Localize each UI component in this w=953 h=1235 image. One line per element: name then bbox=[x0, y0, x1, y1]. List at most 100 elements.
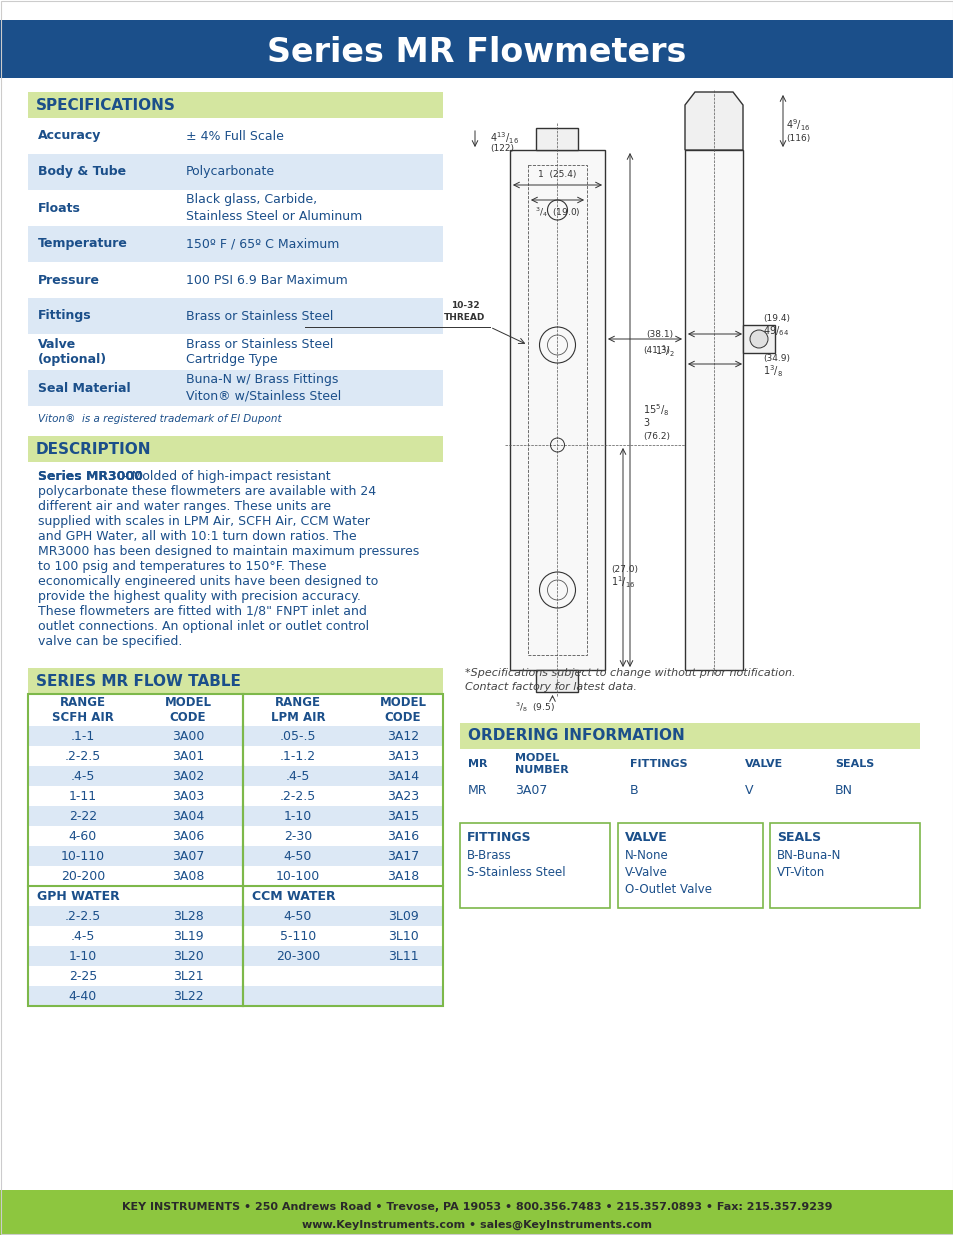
Bar bbox=[28, 91, 442, 119]
Text: 3L09: 3L09 bbox=[387, 909, 418, 923]
Text: 1$^1$/$_{16}$: 1$^1$/$_{16}$ bbox=[610, 574, 635, 590]
Bar bbox=[459, 748, 919, 779]
Text: 3A14: 3A14 bbox=[387, 769, 418, 783]
Text: (76.2): (76.2) bbox=[642, 431, 669, 441]
Text: 3A03: 3A03 bbox=[172, 789, 204, 803]
Text: 3L19: 3L19 bbox=[172, 930, 203, 942]
Text: KEY INSTRUMENTS • 250 Andrews Road • Trevose, PA 19053 • 800.356.7483 • 215.357.: KEY INSTRUMENTS • 250 Andrews Road • Tre… bbox=[122, 1202, 831, 1212]
Bar bbox=[28, 298, 442, 333]
Text: (116): (116) bbox=[785, 133, 809, 142]
Text: V-Valve: V-Valve bbox=[624, 866, 667, 879]
Polygon shape bbox=[684, 91, 742, 149]
Text: 4-50: 4-50 bbox=[283, 850, 312, 862]
Text: $^3$/$_4$  (19.0): $^3$/$_4$ (19.0) bbox=[534, 205, 579, 219]
Text: 3A13: 3A13 bbox=[387, 750, 418, 762]
Text: 49/$_{64}$: 49/$_{64}$ bbox=[762, 324, 788, 338]
Text: Seal Material: Seal Material bbox=[38, 382, 131, 394]
Text: 3A06: 3A06 bbox=[172, 830, 204, 842]
Bar bbox=[28, 190, 442, 226]
Text: supplied with scales in LPM Air, SCFH Air, CCM Water: supplied with scales in LPM Air, SCFH Ai… bbox=[38, 515, 370, 529]
Bar bbox=[536, 671, 578, 692]
Bar bbox=[28, 785, 442, 806]
Text: FITTINGS: FITTINGS bbox=[467, 831, 531, 844]
Text: 1$^3$/$_8$: 1$^3$/$_8$ bbox=[762, 363, 782, 379]
Text: SPECIFICATIONS: SPECIFICATIONS bbox=[36, 98, 175, 112]
Text: 3L10: 3L10 bbox=[387, 930, 418, 942]
Text: valve can be specified.: valve can be specified. bbox=[38, 635, 182, 648]
Text: 5-110: 5-110 bbox=[279, 930, 315, 942]
Text: 4$^{9}$/$_{16}$: 4$^{9}$/$_{16}$ bbox=[785, 117, 809, 133]
Circle shape bbox=[749, 330, 767, 348]
Text: Brass or Stainless Steel
Cartridge Type: Brass or Stainless Steel Cartridge Type bbox=[186, 337, 333, 367]
Text: 10-110: 10-110 bbox=[61, 850, 105, 862]
Text: Buna-N w/ Brass Fittings
Viton® w/Stainless Steel: Buna-N w/ Brass Fittings Viton® w/Stainl… bbox=[186, 373, 341, 403]
Bar bbox=[459, 779, 919, 803]
Text: VT-Viton: VT-Viton bbox=[776, 866, 824, 879]
Text: 4$^{13}$/$_{16}$: 4$^{13}$/$_{16}$ bbox=[490, 130, 518, 146]
Bar bbox=[28, 668, 442, 694]
Text: S-Stainless Steel: S-Stainless Steel bbox=[467, 866, 565, 879]
Text: ± 4% Full Scale: ± 4% Full Scale bbox=[186, 130, 284, 142]
Text: 3: 3 bbox=[642, 417, 648, 429]
Text: .1-1.2: .1-1.2 bbox=[279, 750, 315, 762]
Bar bbox=[0, 1191, 953, 1235]
Text: .4-5: .4-5 bbox=[71, 769, 95, 783]
Bar bbox=[28, 766, 442, 785]
Text: 2-25: 2-25 bbox=[69, 969, 97, 983]
Bar bbox=[28, 370, 442, 406]
Text: GPH WATER: GPH WATER bbox=[37, 889, 120, 903]
Text: Floats: Floats bbox=[38, 201, 81, 215]
Text: ORDERING INFORMATION: ORDERING INFORMATION bbox=[468, 729, 684, 743]
Bar bbox=[28, 826, 442, 846]
Text: BN-Buna-N: BN-Buna-N bbox=[776, 848, 841, 862]
Text: - Molded of high-impact resistant: - Molded of high-impact resistant bbox=[118, 471, 330, 483]
Text: 1-10: 1-10 bbox=[69, 950, 97, 962]
Text: 3L22: 3L22 bbox=[172, 989, 203, 1003]
Text: VALVE: VALVE bbox=[624, 831, 667, 844]
Bar bbox=[527, 165, 586, 655]
Bar bbox=[684, 149, 742, 671]
Bar bbox=[28, 946, 442, 966]
Text: economically engineered units have been designed to: economically engineered units have been … bbox=[38, 576, 377, 588]
Text: Series MR3000: Series MR3000 bbox=[38, 471, 143, 483]
Text: 2-22: 2-22 bbox=[69, 809, 97, 823]
Bar bbox=[28, 154, 442, 190]
Bar bbox=[28, 119, 442, 154]
Text: VALVE: VALVE bbox=[744, 760, 782, 769]
Text: 3A08: 3A08 bbox=[172, 869, 204, 883]
Bar bbox=[742, 325, 774, 353]
Text: Viton®  is a registered trademark of El Dupont: Viton® is a registered trademark of El D… bbox=[38, 414, 281, 424]
Text: 3A16: 3A16 bbox=[387, 830, 418, 842]
Text: B-Brass: B-Brass bbox=[467, 848, 511, 862]
Text: .4-5: .4-5 bbox=[71, 930, 95, 942]
Text: THREAD: THREAD bbox=[444, 314, 485, 322]
Bar bbox=[618, 823, 762, 908]
Text: 2-30: 2-30 bbox=[284, 830, 312, 842]
Text: 150º F / 65º C Maximum: 150º F / 65º C Maximum bbox=[186, 237, 339, 251]
Bar bbox=[510, 149, 604, 671]
Text: *Specifications subject to change without prior notification.
Contact factory fo: *Specifications subject to change withou… bbox=[464, 668, 795, 692]
Text: FITTINGS: FITTINGS bbox=[629, 760, 687, 769]
Bar bbox=[28, 866, 442, 885]
Bar bbox=[28, 846, 442, 866]
Text: Black glass, Carbide,
Stainless Steel or Aluminum: Black glass, Carbide, Stainless Steel or… bbox=[186, 194, 362, 222]
Text: (19.4): (19.4) bbox=[762, 315, 789, 324]
Text: 3L21: 3L21 bbox=[172, 969, 203, 983]
Text: (41.3): (41.3) bbox=[642, 346, 669, 354]
Text: RANGE
SCFH AIR: RANGE SCFH AIR bbox=[52, 697, 113, 724]
Text: 100 PSI 6.9 Bar Maximum: 100 PSI 6.9 Bar Maximum bbox=[186, 273, 348, 287]
Text: MODEL
CODE: MODEL CODE bbox=[379, 697, 426, 724]
Text: .4-5: .4-5 bbox=[286, 769, 310, 783]
Text: 15$^5$/$_8$: 15$^5$/$_8$ bbox=[642, 403, 669, 417]
Text: 3L11: 3L11 bbox=[387, 950, 417, 962]
Bar bbox=[28, 726, 442, 746]
Text: 1-10: 1-10 bbox=[284, 809, 312, 823]
Text: 1-11: 1-11 bbox=[69, 789, 97, 803]
Text: Temperature: Temperature bbox=[38, 237, 128, 251]
Bar bbox=[28, 746, 442, 766]
Text: SERIES MR FLOW TABLE: SERIES MR FLOW TABLE bbox=[36, 673, 240, 688]
Bar bbox=[28, 986, 442, 1007]
Text: BN: BN bbox=[834, 784, 852, 798]
Bar bbox=[536, 128, 578, 149]
Bar bbox=[0, 20, 953, 78]
